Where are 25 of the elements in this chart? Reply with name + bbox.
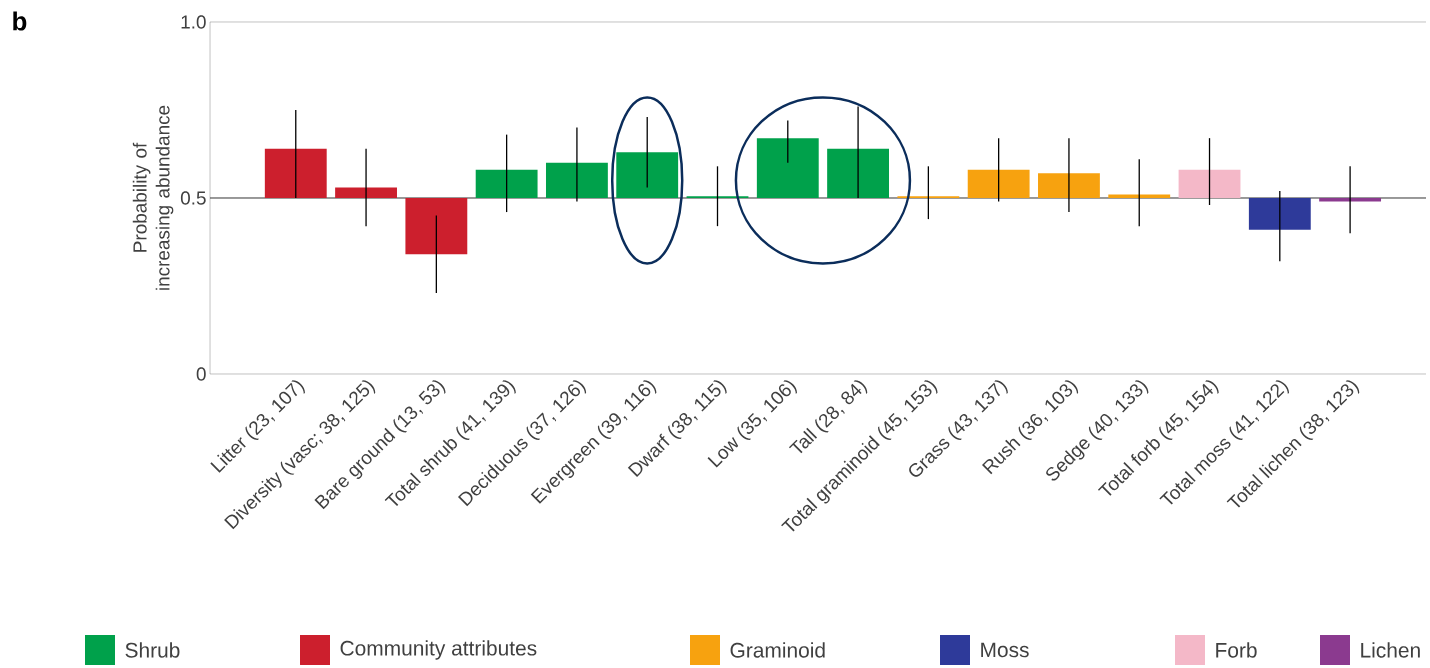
legend-label: Forb — [1216, 642, 1257, 658]
y-tick-label: 1.0 — [181, 15, 206, 29]
bar — [756, 138, 819, 198]
legend-label: Community attributes — [340, 640, 537, 660]
bar — [616, 152, 679, 198]
text: b — [13, 11, 27, 31]
y-tick-label: 0 — [196, 367, 206, 381]
bar — [1108, 194, 1171, 198]
legend-label: Moss — [981, 642, 1029, 658]
y-axis-title: Probability of increasing abundance — [132, 105, 174, 290]
legend-label: Graminoid — [730, 642, 825, 658]
bar — [1038, 173, 1100, 198]
bar — [1319, 197, 1382, 202]
bar — [264, 148, 327, 198]
legend-label: Lichen — [1361, 642, 1420, 658]
bar — [827, 148, 889, 198]
bar — [1248, 197, 1311, 230]
bar — [1178, 169, 1241, 198]
bar — [967, 169, 1030, 198]
bar — [405, 197, 468, 255]
legend-label: Shrub — [125, 642, 180, 658]
bar — [335, 187, 397, 198]
y-tick-label: 0.5 — [180, 191, 206, 205]
bar — [475, 169, 538, 198]
bar — [546, 162, 608, 198]
